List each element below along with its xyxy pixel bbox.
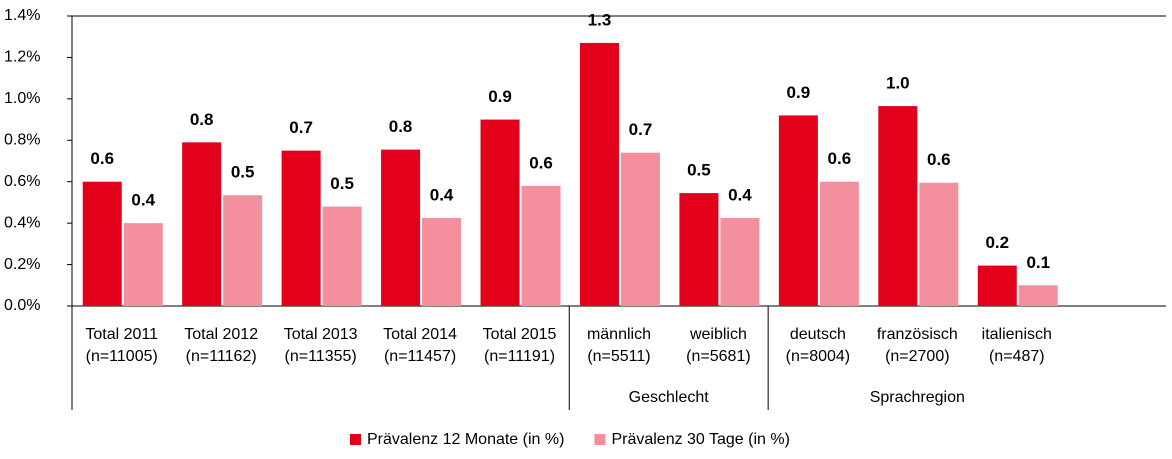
value-label: 0.6	[927, 150, 951, 169]
x-tick-label: Total 2011	[85, 326, 158, 343]
bar	[223, 195, 263, 306]
bar	[620, 152, 660, 306]
bar	[521, 185, 561, 306]
bar	[381, 149, 421, 306]
x-tick-label: Total 2012	[184, 326, 258, 343]
value-label: 0.7	[629, 120, 653, 139]
bar	[919, 182, 959, 306]
y-tick-label: 1.4%	[4, 7, 40, 24]
value-label: 0.7	[289, 118, 313, 137]
value-label: 0.6	[529, 153, 553, 172]
value-label: 0.6	[828, 149, 852, 168]
legend-swatch	[350, 434, 361, 445]
bar	[123, 223, 163, 306]
bar	[281, 150, 321, 306]
x-tick-label: französisch	[877, 326, 958, 343]
value-label: 0.9	[488, 87, 512, 106]
x-tick-label: (n=11162)	[186, 348, 257, 365]
bar	[679, 193, 719, 306]
bar	[182, 142, 222, 306]
legend-label: Prävalenz 12 Monate (in %)	[367, 431, 564, 448]
value-label: 0.1	[1026, 253, 1050, 272]
y-tick-label: 0.0%	[4, 297, 40, 314]
value-label: 1.3	[588, 10, 612, 29]
bar	[977, 265, 1017, 306]
x-tick-label: italienisch	[982, 326, 1052, 343]
bar	[82, 181, 122, 306]
x-tick-label: (n=11191)	[484, 348, 555, 365]
value-label: 1.0	[886, 74, 910, 93]
value-label: 0.4	[131, 191, 155, 210]
value-label: 0.4	[430, 185, 454, 204]
x-tick-label: (n=2700)	[885, 348, 950, 365]
y-tick-label: 1.2%	[4, 49, 40, 66]
bar	[1018, 285, 1058, 306]
x-tick-label: (n=5681)	[686, 348, 751, 365]
x-tick-label: (n=11005)	[86, 348, 158, 365]
y-tick-label: 0.4%	[4, 214, 40, 231]
value-label: 0.8	[389, 117, 413, 136]
bar	[422, 217, 462, 306]
bar	[322, 206, 362, 306]
legend-label: Prävalenz 30 Tage (in %)	[611, 431, 789, 448]
x-tick-label: männlich	[587, 326, 651, 343]
y-tick-label: 0.8%	[4, 132, 40, 149]
x-tick-label: Total 2014	[383, 326, 457, 343]
value-label: 0.5	[231, 163, 255, 182]
bar	[878, 106, 918, 306]
y-tick-label: 0.2%	[4, 256, 40, 273]
legend-swatch	[594, 434, 606, 445]
x-tick-label: deutsch	[790, 326, 846, 343]
value-label: 0.8	[190, 110, 214, 129]
y-tick-label: 0.6%	[4, 173, 40, 190]
bar	[819, 181, 859, 306]
value-label: 0.9	[787, 83, 811, 102]
x-tick-label: (n=11355)	[285, 348, 357, 365]
value-label: 0.4	[728, 185, 752, 204]
bar	[579, 42, 619, 307]
x-tick-label: Total 2013	[284, 326, 358, 343]
value-label: 0.5	[330, 174, 354, 193]
bar	[480, 119, 520, 306]
y-tick-label: 1.0%	[4, 90, 40, 107]
x-tick-label: (n=5511)	[587, 348, 650, 365]
value-label: 0.2	[985, 233, 1009, 252]
group-label: Sprachregion	[870, 389, 965, 406]
value-label: 0.6	[90, 149, 114, 168]
x-tick-label: weiblich	[689, 326, 747, 343]
x-tick-label: Total 2015	[483, 326, 557, 343]
value-label: 0.5	[687, 161, 711, 180]
x-tick-label: (n=8004)	[786, 348, 851, 365]
bar	[778, 115, 818, 306]
group-label: Geschlecht	[629, 389, 710, 406]
bar	[720, 217, 760, 306]
x-tick-label: (n=11457)	[384, 348, 456, 365]
x-tick-label: (n=487)	[989, 348, 1045, 365]
